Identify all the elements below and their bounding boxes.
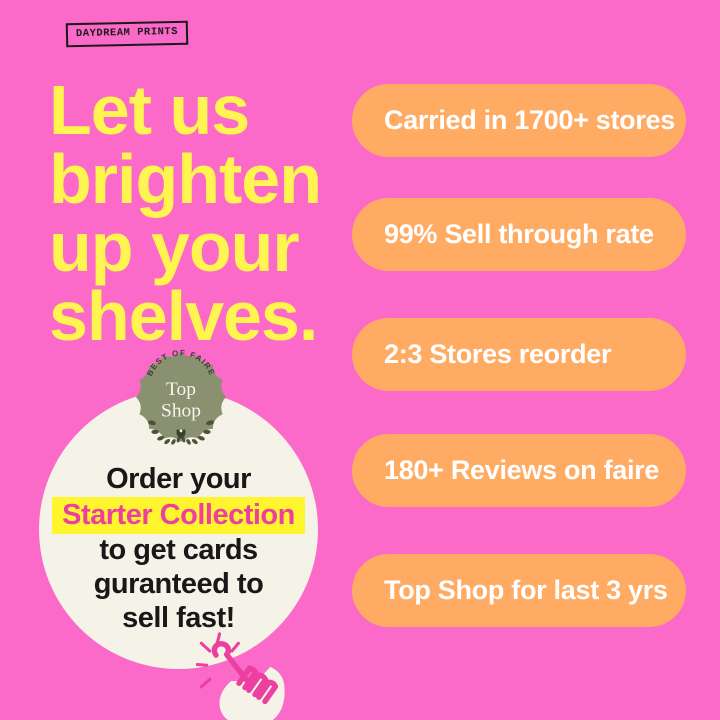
svg-text:Top: Top bbox=[166, 379, 196, 400]
svg-text:Shop: Shop bbox=[161, 400, 201, 421]
